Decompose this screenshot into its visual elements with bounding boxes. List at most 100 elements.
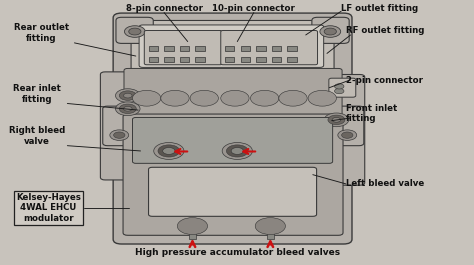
Circle shape [133,90,161,106]
Circle shape [186,223,199,229]
Circle shape [172,97,178,100]
Text: LF outlet fitting: LF outlet fitting [341,3,418,12]
Text: RF outlet fitting: RF outlet fitting [346,26,424,35]
Circle shape [254,92,275,104]
Bar [148,46,158,51]
Bar [189,225,196,239]
Circle shape [324,113,349,127]
Circle shape [320,26,341,37]
Bar [225,46,235,51]
Bar [164,57,173,62]
Circle shape [335,89,344,94]
Circle shape [262,97,267,100]
Circle shape [231,148,244,154]
Bar [225,57,235,62]
FancyBboxPatch shape [131,20,334,72]
Circle shape [308,90,337,106]
Circle shape [283,92,303,104]
Circle shape [124,93,132,98]
Circle shape [161,90,189,106]
Circle shape [198,95,210,102]
Circle shape [287,95,299,102]
Bar [256,46,265,51]
Circle shape [267,224,273,228]
Circle shape [264,223,276,229]
Circle shape [164,92,185,104]
Circle shape [129,28,141,35]
FancyBboxPatch shape [148,167,317,216]
Circle shape [232,97,238,100]
Text: 8-pin connector: 8-pin connector [126,3,202,12]
Circle shape [312,92,333,104]
Circle shape [227,145,248,157]
Circle shape [182,220,203,232]
FancyBboxPatch shape [100,72,138,180]
FancyBboxPatch shape [124,68,342,119]
Text: 2-pin connector: 2-pin connector [346,76,423,85]
Circle shape [119,91,136,100]
Circle shape [140,95,153,102]
Circle shape [259,220,281,232]
Circle shape [154,143,184,159]
Circle shape [190,90,219,106]
Bar [148,57,158,62]
FancyBboxPatch shape [221,30,318,65]
Circle shape [319,97,325,100]
Text: Front inlet
fitting: Front inlet fitting [346,104,397,123]
Bar [266,225,274,239]
Circle shape [328,115,345,125]
FancyBboxPatch shape [329,78,356,97]
Circle shape [125,26,145,37]
Bar [180,57,189,62]
FancyBboxPatch shape [312,17,349,43]
Text: Kelsey-Hayes
4WAL EHCU
modulator: Kelsey-Hayes 4WAL EHCU modulator [16,193,81,223]
Bar [272,46,281,51]
Circle shape [290,97,296,100]
Circle shape [163,148,175,154]
Circle shape [255,218,285,235]
FancyBboxPatch shape [116,17,153,43]
Circle shape [119,104,136,113]
Circle shape [338,130,357,140]
Circle shape [335,84,344,89]
Text: Rear inlet
fitting: Rear inlet fitting [13,84,61,104]
FancyBboxPatch shape [103,106,135,146]
Text: Right bleed
valve: Right bleed valve [9,126,65,146]
Bar [195,46,205,51]
Bar [287,46,297,51]
Circle shape [324,28,337,35]
Circle shape [221,90,249,106]
Circle shape [342,132,353,138]
Circle shape [316,95,328,102]
Circle shape [201,97,207,100]
Text: Left bleed valve: Left bleed valve [346,179,424,188]
Bar [241,46,250,51]
Circle shape [158,145,180,157]
Bar [287,57,297,62]
Circle shape [194,92,215,104]
Circle shape [190,224,195,228]
Circle shape [250,90,279,106]
Circle shape [169,95,181,102]
Circle shape [136,92,157,104]
Circle shape [332,117,341,122]
Circle shape [114,132,125,138]
Circle shape [110,130,129,140]
Circle shape [229,95,241,102]
FancyBboxPatch shape [327,74,365,185]
Bar [241,57,250,62]
FancyBboxPatch shape [139,25,324,67]
Bar [164,46,173,51]
FancyBboxPatch shape [144,30,222,65]
FancyBboxPatch shape [113,13,352,244]
Bar [180,46,189,51]
Circle shape [144,97,149,100]
FancyBboxPatch shape [123,114,343,235]
Circle shape [177,218,208,235]
Circle shape [116,102,140,116]
Bar [272,57,281,62]
Text: Rear outlet
fitting: Rear outlet fitting [14,24,69,43]
Bar [256,57,265,62]
Circle shape [124,107,132,111]
Text: High pressure accumulator bleed valves: High pressure accumulator bleed valves [135,248,340,257]
